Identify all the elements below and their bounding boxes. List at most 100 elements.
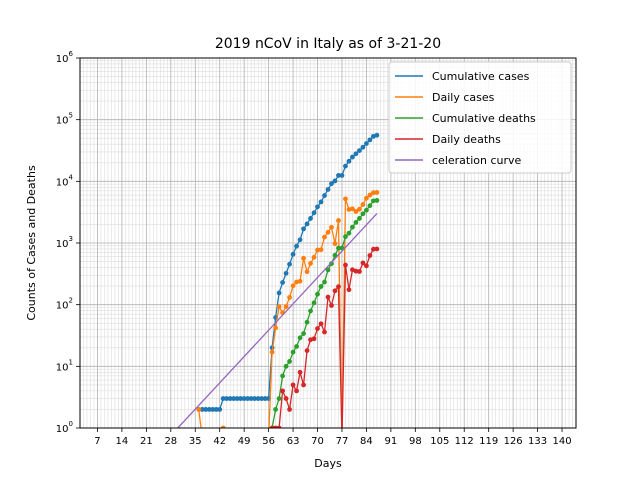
data-point-cumulative-deaths	[364, 208, 369, 213]
data-point-daily-deaths	[298, 370, 303, 375]
x-tick-label: 98	[409, 436, 422, 447]
y-tick-label: 105	[56, 112, 73, 127]
legend-label: celeration curve	[432, 154, 522, 167]
data-point-daily-deaths	[287, 407, 292, 412]
data-point-cumulative-deaths	[280, 373, 285, 378]
data-point-daily-cases	[329, 225, 334, 230]
data-point-daily-deaths	[315, 326, 320, 331]
data-point-daily-cases	[270, 350, 275, 355]
data-point-daily-deaths	[319, 321, 324, 326]
legend-label: Cumulative deaths	[432, 112, 536, 125]
x-tick-label: 56	[262, 436, 275, 447]
data-point-daily-cases	[287, 295, 292, 300]
data-point-cumulative-deaths	[305, 320, 310, 325]
x-tick-label: 140	[552, 436, 571, 447]
data-point-daily-cases	[375, 190, 380, 195]
data-point-cumulative-cases	[217, 407, 222, 412]
data-point-daily-cases	[273, 325, 278, 330]
data-point-cumulative-deaths	[308, 309, 313, 314]
data-point-daily-cases	[322, 235, 327, 240]
data-point-daily-deaths	[326, 295, 331, 300]
data-point-cumulative-cases	[277, 291, 282, 296]
y-tick-label: 106	[56, 50, 74, 65]
data-point-daily-deaths	[284, 396, 289, 401]
data-point-cumulative-cases	[350, 155, 355, 160]
data-point-cumulative-cases	[326, 187, 331, 192]
data-point-daily-cases	[361, 202, 366, 207]
data-point-daily-deaths	[375, 247, 380, 252]
series-line-daily-cases	[199, 192, 377, 438]
x-tick-label: 133	[528, 436, 547, 447]
data-point-cumulative-cases	[333, 179, 338, 184]
data-point-cumulative-cases	[361, 145, 366, 150]
x-tick-label: 7	[94, 436, 100, 447]
data-point-daily-deaths	[301, 382, 306, 387]
data-point-daily-deaths	[364, 263, 369, 268]
data-point-cumulative-deaths	[375, 198, 380, 203]
x-tick-label: 49	[238, 436, 251, 447]
data-point-cumulative-cases	[340, 173, 345, 178]
y-axis-ticks: 100101102103104105106	[56, 50, 80, 435]
x-tick-label: 77	[336, 436, 349, 447]
data-point-cumulative-cases	[305, 222, 310, 227]
data-point-cumulative-cases	[357, 148, 362, 153]
data-point-daily-cases	[312, 255, 317, 260]
data-point-cumulative-deaths	[301, 331, 306, 336]
x-tick-label: 91	[385, 436, 398, 447]
data-point-cumulative-deaths	[312, 300, 317, 305]
data-point-cumulative-deaths	[357, 216, 362, 221]
data-point-daily-deaths	[343, 263, 348, 268]
data-point-cumulative-deaths	[354, 220, 359, 225]
data-point-cumulative-cases	[298, 237, 303, 242]
data-point-cumulative-cases	[284, 271, 289, 276]
legend-label: Daily deaths	[432, 133, 501, 146]
data-point-daily-cases	[319, 247, 324, 252]
x-tick-label: 70	[311, 436, 324, 447]
data-point-cumulative-cases	[291, 252, 296, 257]
x-tick-label: 28	[164, 436, 177, 447]
data-point-daily-deaths	[333, 288, 338, 293]
data-point-daily-cases	[298, 279, 303, 284]
x-tick-label: 84	[360, 436, 373, 447]
data-point-cumulative-deaths	[368, 203, 373, 208]
data-point-cumulative-deaths	[322, 280, 327, 285]
data-point-cumulative-deaths	[361, 211, 366, 216]
data-point-cumulative-cases	[347, 159, 352, 164]
data-point-cumulative-deaths	[273, 407, 278, 412]
data-point-daily-deaths	[291, 382, 296, 387]
data-point-daily-deaths	[357, 269, 362, 274]
chart-title: 2019 nCoV in Italy as of 3-21-20	[215, 36, 441, 52]
data-point-daily-deaths	[294, 388, 299, 393]
y-tick-label: 103	[56, 235, 73, 250]
data-point-cumulative-deaths	[298, 335, 303, 340]
data-point-cumulative-cases	[368, 137, 373, 142]
data-point-daily-deaths	[368, 253, 373, 258]
data-point-daily-deaths	[280, 388, 285, 393]
legend: Cumulative cases Daily cases Cumulative de…	[389, 62, 571, 173]
legend-label: Cumulative cases	[432, 70, 530, 83]
data-point-cumulative-deaths	[291, 350, 296, 355]
data-point-daily-deaths	[322, 330, 327, 335]
data-point-cumulative-deaths	[350, 225, 355, 230]
x-tick-label: 42	[213, 436, 226, 447]
data-point-daily-cases	[333, 241, 338, 246]
x-tick-label: 63	[287, 436, 300, 447]
y-tick-label: 104	[56, 173, 74, 188]
data-point-cumulative-deaths	[294, 344, 299, 349]
y-tick-label: 100	[56, 420, 73, 435]
data-point-cumulative-deaths	[284, 364, 289, 369]
data-point-cumulative-cases	[312, 210, 317, 215]
x-tick-label: 112	[455, 436, 474, 447]
data-point-daily-cases	[336, 218, 341, 223]
data-point-daily-cases	[284, 304, 289, 309]
data-point-cumulative-deaths	[347, 231, 352, 236]
data-point-daily-cases	[277, 304, 282, 309]
data-point-daily-cases	[357, 207, 362, 212]
data-point-cumulative-cases	[343, 164, 348, 169]
data-point-cumulative-cases	[308, 216, 313, 221]
legend-label: Daily cases	[432, 91, 495, 104]
x-tick-label: 35	[189, 436, 202, 447]
x-tick-label: 126	[504, 436, 523, 447]
x-tick-label: 105	[430, 436, 449, 447]
y-axis-label: Counts of Cases and Deaths	[25, 165, 38, 321]
